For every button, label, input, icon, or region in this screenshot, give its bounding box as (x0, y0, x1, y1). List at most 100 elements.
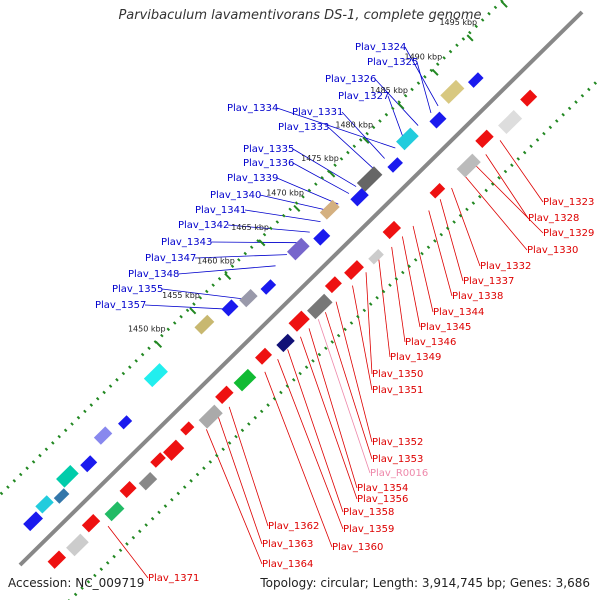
reverse-gene-label-plav_1362[interactable]: Plav_1362 (268, 521, 319, 532)
reverse-gene-leader (300, 336, 358, 500)
forward-gene-label-plav_1326[interactable]: Plav_1326 (325, 74, 376, 85)
reverse-gene-label-plav_1359[interactable]: Plav_1359 (343, 524, 394, 535)
gene-feature (255, 347, 273, 365)
gene-feature (382, 220, 402, 240)
reverse-gene-label-plav_1345[interactable]: Plav_1345 (420, 322, 471, 333)
forward-gene-label-plav_1324[interactable]: Plav_1324 (355, 42, 406, 53)
forward-gene-leader (144, 304, 232, 310)
gene-feature (104, 501, 125, 522)
forward-gene-label-plav_1339[interactable]: Plav_1339 (227, 173, 278, 184)
reverse-gene-label-plav_1350[interactable]: Plav_1350 (372, 369, 423, 380)
forward-gene-label-plav_1347[interactable]: Plav_1347 (145, 253, 196, 264)
forward-gene-label-plav_1331[interactable]: Plav_1331 (292, 107, 343, 118)
scale-tick-10: 1495 kbp (439, 18, 477, 27)
gene-feature (66, 533, 89, 557)
leader-lines (107, 46, 544, 579)
scale-tick-mark (431, 68, 439, 76)
forward-gene-label-plav_1357[interactable]: Plav_1357 (95, 300, 146, 311)
scale-tick-mark (328, 170, 336, 178)
gene-feature (498, 110, 523, 135)
map-title: Parvibaculum lavamentivorans DS-1, compl… (118, 8, 482, 23)
gene-feature (53, 488, 70, 504)
scale-tick-mark (189, 307, 197, 315)
forward-gene-leader (227, 224, 310, 233)
reverse-gene-leader (107, 525, 149, 579)
forward-gene-leader (276, 107, 396, 149)
gene-feature (429, 183, 446, 199)
reverse-gene-leader (391, 246, 406, 343)
gene-feature (180, 421, 195, 436)
reverse-gene-label-plav_1344[interactable]: Plav_1344 (433, 307, 484, 318)
forward-gene-label-plav_1355[interactable]: Plav_1355 (112, 284, 163, 295)
reverse-gene-label-plav_1351[interactable]: Plav_1351 (372, 385, 423, 396)
scale-tick-mark (224, 272, 232, 280)
forward-gene-label-plav_1342[interactable]: Plav_1342 (178, 220, 229, 231)
reverse-gene-label-plav_1346[interactable]: Plav_1346 (405, 337, 456, 348)
scale-tick-5: 1470 kbp (266, 189, 304, 198)
reverse-gene-leader (308, 328, 358, 489)
reverse-gene-label-plav_1349[interactable]: Plav_1349 (390, 352, 441, 363)
reverse-gene-label-plav_1356[interactable]: Plav_1356 (357, 494, 408, 505)
reverse-gene-label-plav_1353[interactable]: Plav_1353 (372, 454, 423, 465)
gene-feature (387, 157, 403, 173)
reverse-gene-label-plav_1352[interactable]: Plav_1352 (372, 437, 423, 448)
forward-gene-label-plav_1333[interactable]: Plav_1333 (278, 122, 329, 133)
accession-text: Accession: NC_009719 (8, 576, 145, 590)
genome-summary: Topology: circular; Length: 3,914,745 bp… (260, 576, 590, 590)
reverse-gene-leader (218, 417, 263, 545)
reverse-gene-label-plav_1363[interactable]: Plav_1363 (262, 539, 313, 550)
reverse-gene-label-plav_1364[interactable]: Plav_1364 (262, 559, 313, 570)
gene-feature (35, 495, 54, 514)
gene-feature (163, 439, 185, 461)
reverse-gene-leader (335, 301, 373, 443)
forward-gene-label-plav_1336[interactable]: Plav_1336 (243, 158, 294, 169)
forward-gene-leader (276, 177, 339, 205)
forward-gene-label-plav_1340[interactable]: Plav_1340 (210, 190, 261, 201)
gene-feature (80, 455, 98, 473)
scale-tick-mark (466, 34, 474, 42)
forward-gene-label-plav_1341[interactable]: Plav_1341 (195, 205, 246, 216)
backbone-line (18, 10, 584, 567)
reverse-gene-label-plav_1323[interactable]: Plav_1323 (543, 197, 594, 208)
reverse-gene-label-plav_1354[interactable]: Plav_1354 (357, 483, 408, 494)
forward-gene-leader (404, 46, 439, 107)
forward-gene-label-plav_1348[interactable]: Plav_1348 (128, 269, 179, 280)
gene-feature (233, 368, 257, 392)
reverse-gene-label-plav_1332[interactable]: Plav_1332 (480, 261, 531, 272)
forward-gene-label-plav_1327[interactable]: Plav_1327 (338, 91, 389, 102)
reverse-gene-label-plav_1358[interactable]: Plav_1358 (343, 507, 394, 518)
forward-gene-label-plav_1335[interactable]: Plav_1335 (243, 144, 294, 155)
inner-dotted-ring (67, 76, 600, 600)
scale-ticks: 1450 kbp 1455 kbp 1460 kbp 1465 kbp 1470 kbp… (128, 0, 508, 349)
gene-feature (260, 279, 277, 295)
forward-gene-leader (292, 162, 350, 194)
gene-labels[interactable]: Plav_1324 Plav_1325 Plav_1326 Plav_1327 Plav… (95, 42, 594, 584)
reverse-gene-label-plav_1329[interactable]: Plav_1329 (543, 228, 594, 239)
reverse-gene-leader (264, 371, 333, 548)
reverse-gene-label-plav_1338[interactable]: Plav_1338 (452, 291, 503, 302)
forward-gene-label-plav_1325[interactable]: Plav_1325 (367, 57, 418, 68)
reverse-gene-label-plav_r0016[interactable]: Plav_R0016 (370, 468, 428, 479)
reverse-gene-leader (451, 187, 481, 267)
gene-feature (194, 314, 215, 335)
forward-gene-label-plav_1343[interactable]: Plav_1343 (161, 237, 212, 248)
reverse-gene-leader (325, 312, 373, 460)
reverse-gene-label-plav_1328[interactable]: Plav_1328 (528, 213, 579, 224)
scale-tick-mark (362, 136, 370, 144)
reverse-gene-label-plav_1360[interactable]: Plav_1360 (332, 542, 383, 553)
reverse-gene-leader (464, 175, 528, 251)
gene-feature (440, 79, 465, 104)
reverse-gene-leader (474, 164, 544, 234)
scale-tick-9: 1490 kbp (405, 53, 443, 62)
gene-feature (344, 260, 364, 280)
reverse-gene-label-plav_1371[interactable]: Plav_1371 (148, 573, 199, 584)
reverse-gene-label-plav_1330[interactable]: Plav_1330 (527, 245, 578, 256)
forward-gene-label-plav_1334[interactable]: Plav_1334 (227, 103, 278, 114)
gene-feature (356, 166, 383, 192)
gene-feature (239, 288, 258, 308)
reverse-gene-label-plav_1337[interactable]: Plav_1337 (463, 276, 514, 287)
reverse-gene-leader (287, 349, 344, 513)
gene-feature (118, 415, 133, 430)
